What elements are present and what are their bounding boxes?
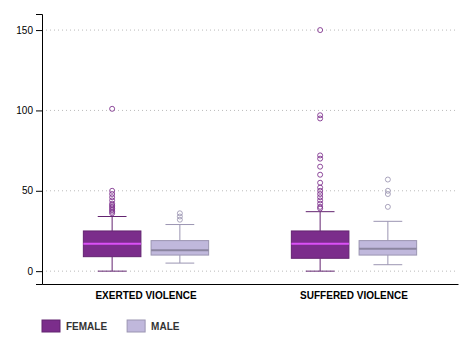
box-body: [359, 241, 417, 255]
legend-swatch: [42, 320, 60, 332]
median: [151, 249, 209, 251]
legend: FEMALE MALE: [42, 320, 180, 332]
y-tick-mark: [36, 191, 42, 192]
chart: 0 50 100 150 EXERTED VIOLENCE SUFFERED VIOLEN…: [0, 0, 474, 348]
flier: [110, 188, 115, 193]
series: [83, 28, 349, 272]
y-tick: 0: [27, 266, 42, 277]
flier: [318, 180, 323, 185]
y-axis-line: [36, 15, 43, 285]
flier: [110, 106, 115, 111]
flier: [318, 185, 323, 190]
flier: [385, 204, 390, 209]
whisker-high: [179, 225, 180, 241]
x-tick: EXERTED VIOLENCE: [95, 284, 196, 301]
whisker-low: [387, 255, 388, 265]
y-tick-mark: [36, 271, 42, 272]
x-axis-line: [43, 284, 459, 285]
legend-label: MALE: [151, 321, 180, 332]
y-tick-label: 50: [22, 185, 34, 196]
legend-label: FEMALE: [66, 321, 107, 332]
box: [83, 106, 141, 271]
box-body: [83, 231, 141, 257]
y-tick-label: 0: [27, 266, 33, 277]
flier: [177, 211, 182, 216]
box: [359, 177, 417, 265]
whisker-high: [387, 221, 388, 240]
whisker-high: [320, 212, 321, 231]
grid-line: [42, 271, 458, 272]
y-tick: 150: [16, 25, 42, 36]
whisker-high: [112, 217, 113, 231]
legend-item: FEMALE: [42, 320, 107, 332]
box: [291, 28, 349, 272]
flier: [318, 28, 323, 33]
box-body: [291, 231, 349, 258]
y-axis: 0 50 100 150: [16, 15, 42, 285]
grid-line: [42, 110, 458, 111]
median: [83, 243, 141, 245]
cap-low: [306, 271, 335, 272]
y-tick: 50: [22, 185, 42, 196]
box: [151, 211, 209, 263]
plot-area: [83, 28, 416, 272]
flier: [318, 172, 323, 177]
x-tick-label: SUFFERED VIOLENCE: [300, 290, 408, 301]
whisker-low: [112, 257, 113, 271]
y-tick-label: 150: [16, 25, 33, 36]
legend-item: MALE: [127, 320, 180, 332]
y-tick-mark: [36, 110, 42, 111]
cap-high: [373, 221, 402, 222]
y-tick: 100: [16, 105, 42, 116]
box-body: [151, 241, 209, 255]
y-tick-mark: [36, 30, 42, 31]
y-tick-label: 100: [16, 105, 33, 116]
grid-line: [42, 190, 458, 191]
x-tick: SUFFERED VIOLENCE: [300, 284, 408, 301]
median: [291, 243, 349, 245]
legend-swatch: [127, 320, 145, 332]
series: [151, 177, 417, 265]
whisker-low: [320, 258, 321, 271]
cap-high: [165, 224, 194, 225]
flier: [385, 177, 390, 182]
cap-low: [373, 264, 402, 265]
cap-low: [165, 263, 194, 264]
flier: [318, 113, 323, 118]
whisker-low: [179, 255, 180, 263]
cap-low: [98, 271, 127, 272]
flier: [385, 188, 390, 193]
grid: [42, 30, 458, 271]
x-tick-label: EXERTED VIOLENCE: [95, 290, 196, 301]
flier: [318, 153, 323, 158]
grid-line: [42, 30, 458, 31]
median: [359, 248, 417, 250]
flier: [318, 164, 323, 169]
x-axis: EXERTED VIOLENCE SUFFERED VIOLENCE: [43, 284, 459, 301]
